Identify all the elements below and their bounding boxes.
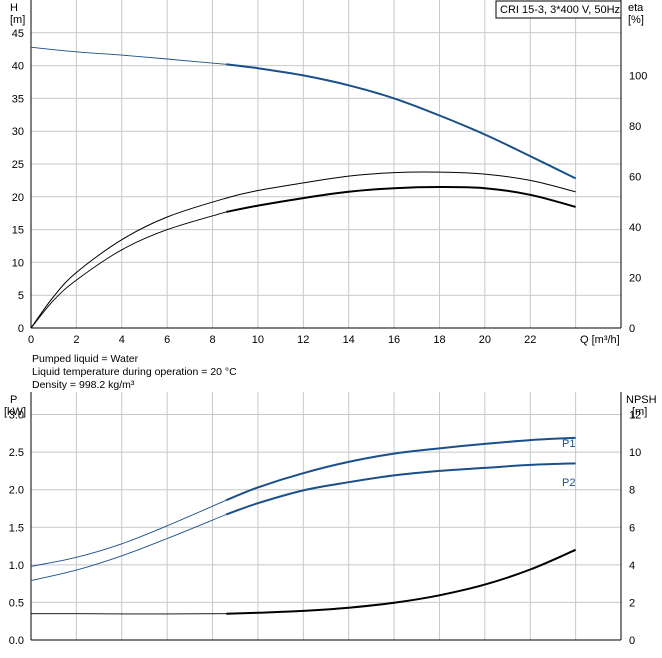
curve-eta-2 — [30, 171, 576, 329]
y-right-tick-label: 80 — [629, 121, 641, 133]
x-tick-label: 16 — [388, 334, 400, 346]
x-tick-label: 18 — [433, 334, 445, 346]
y-right-tick-label: 2 — [629, 597, 635, 609]
y-left-tick-label: 3.0 — [9, 410, 24, 422]
y-right-unit-npsh: [m] — [632, 406, 647, 418]
y-right-unit-eta: [%] — [628, 14, 644, 26]
curve-p1 — [225, 436, 576, 502]
y-right-tick-label: 40 — [629, 222, 641, 234]
pump-label: CRI 15-3, 3*400 V, 50Hz — [500, 4, 620, 16]
x-axis-label-top: Q [m³/h] — [580, 334, 620, 346]
curve-p2 — [225, 462, 576, 516]
curve-h — [226, 63, 577, 180]
y-right-tick-label: 12 — [629, 410, 641, 422]
y-left-tick-label: 10 — [12, 257, 24, 269]
y-left-tick-label: 0 — [18, 323, 24, 335]
x-tick-label: 0 — [28, 334, 34, 346]
x-tick-label: 14 — [343, 334, 355, 346]
p1-curve-label: P1 — [562, 438, 575, 450]
y-left-tick-label: 25 — [12, 159, 24, 171]
y-right-tick-label: 10 — [629, 447, 641, 459]
y-right-tick-label: 0 — [629, 635, 635, 647]
y-left-unit-power: [kW] — [4, 406, 26, 418]
y-right-tick-label: 100 — [629, 71, 647, 83]
y-left-unit-head: [m] — [10, 14, 25, 26]
x-tick-label: 10 — [252, 334, 264, 346]
x-tick-label: 22 — [524, 334, 536, 346]
y-right-tick-label: 20 — [629, 273, 641, 285]
y-right-tick-label: 4 — [629, 560, 635, 572]
y-left-tick-label: 40 — [12, 61, 24, 73]
pump-label-box — [495, 0, 622, 19]
y-left-tick-label: 2.0 — [9, 485, 24, 497]
y-left-title-head: H — [10, 2, 18, 14]
x-tick-label: 2 — [73, 334, 79, 346]
p2-curve-label: P2 — [562, 477, 575, 489]
bottom-chart-curves — [30, 436, 577, 615]
x-tick-label: 6 — [164, 334, 170, 346]
y-left-tick-label: 45 — [12, 28, 24, 40]
y-left-tick-label: 20 — [12, 192, 24, 204]
curve-p1-extrapolated — [30, 499, 227, 567]
y-left-tick-label: 1.0 — [9, 560, 24, 572]
y-left-tick-label: 15 — [12, 225, 24, 237]
curve-h-extrapolated — [30, 46, 227, 65]
top-chart-grid — [30, 0, 622, 329]
top-chart-curves — [30, 46, 577, 329]
y-right-tick-label: 0 — [629, 323, 635, 335]
y-left-tick-label: 5 — [18, 290, 24, 302]
curve-p2-extrapolated — [30, 514, 227, 582]
x-tick-label: 4 — [119, 334, 125, 346]
x-tick-label: 12 — [297, 334, 309, 346]
x-tick-label: 8 — [209, 334, 215, 346]
y-right-tick-label: 6 — [629, 522, 635, 534]
y-left-tick-label: 2.5 — [9, 447, 24, 459]
y-left-tick-label: 0.0 — [9, 635, 24, 647]
y-left-title-power: P — [10, 394, 17, 406]
curve-npsh — [226, 548, 577, 615]
y-right-tick-label: 8 — [629, 485, 635, 497]
y-left-tick-label: 35 — [12, 93, 24, 105]
y-right-title-eta: eta — [628, 2, 644, 14]
liquid-temperature-info: Liquid temperature during operation = 20… — [32, 366, 237, 378]
curve-eta — [226, 185, 576, 213]
curve-eta-extrapolated — [30, 211, 227, 329]
x-tick-label: 20 — [479, 334, 491, 346]
y-right-tick-label: 60 — [629, 172, 641, 184]
y-right-title-npsh: NPSH — [626, 394, 657, 406]
y-left-tick-label: 0.5 — [9, 597, 24, 609]
y-left-tick-label: 30 — [12, 126, 24, 138]
pumped-liquid-info: Pumped liquid = Water — [32, 353, 139, 365]
bottom-chart-grid — [30, 392, 622, 641]
density-info: Density = 998.2 kg/m³ — [32, 379, 135, 391]
y-left-tick-label: 1.5 — [9, 522, 24, 534]
